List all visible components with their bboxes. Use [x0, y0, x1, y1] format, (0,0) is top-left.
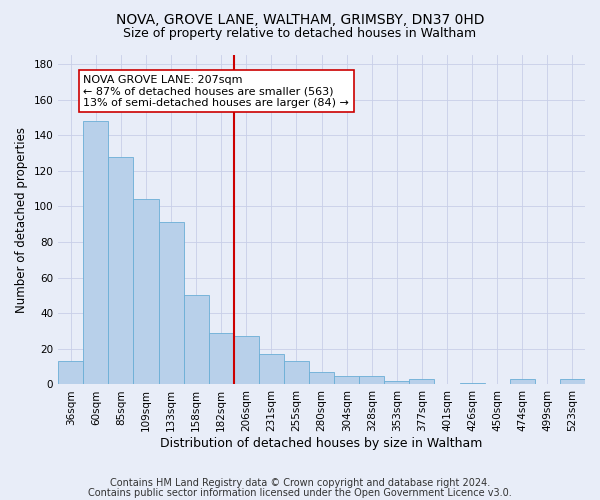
- Bar: [385, 381, 409, 384]
- Text: NOVA GROVE LANE: 207sqm
← 87% of detached houses are smaller (563)
13% of semi-d: NOVA GROVE LANE: 207sqm ← 87% of detache…: [83, 74, 349, 108]
- Bar: [83, 121, 109, 384]
- Text: Size of property relative to detached houses in Waltham: Size of property relative to detached ho…: [124, 28, 476, 40]
- Y-axis label: Number of detached properties: Number of detached properties: [15, 126, 28, 312]
- Bar: [209, 333, 234, 384]
- Bar: [158, 222, 184, 384]
- Bar: [460, 382, 485, 384]
- Bar: [234, 336, 259, 384]
- Bar: [109, 156, 133, 384]
- Bar: [334, 376, 359, 384]
- Bar: [133, 199, 158, 384]
- X-axis label: Distribution of detached houses by size in Waltham: Distribution of detached houses by size …: [160, 437, 483, 450]
- Bar: [259, 354, 284, 384]
- Bar: [58, 362, 83, 384]
- Text: Contains public sector information licensed under the Open Government Licence v3: Contains public sector information licen…: [88, 488, 512, 498]
- Text: NOVA, GROVE LANE, WALTHAM, GRIMSBY, DN37 0HD: NOVA, GROVE LANE, WALTHAM, GRIMSBY, DN37…: [116, 12, 484, 26]
- Text: Contains HM Land Registry data © Crown copyright and database right 2024.: Contains HM Land Registry data © Crown c…: [110, 478, 490, 488]
- Bar: [560, 379, 585, 384]
- Bar: [184, 296, 209, 384]
- Bar: [359, 376, 385, 384]
- Bar: [409, 379, 434, 384]
- Bar: [309, 372, 334, 384]
- Bar: [284, 362, 309, 384]
- Bar: [510, 379, 535, 384]
